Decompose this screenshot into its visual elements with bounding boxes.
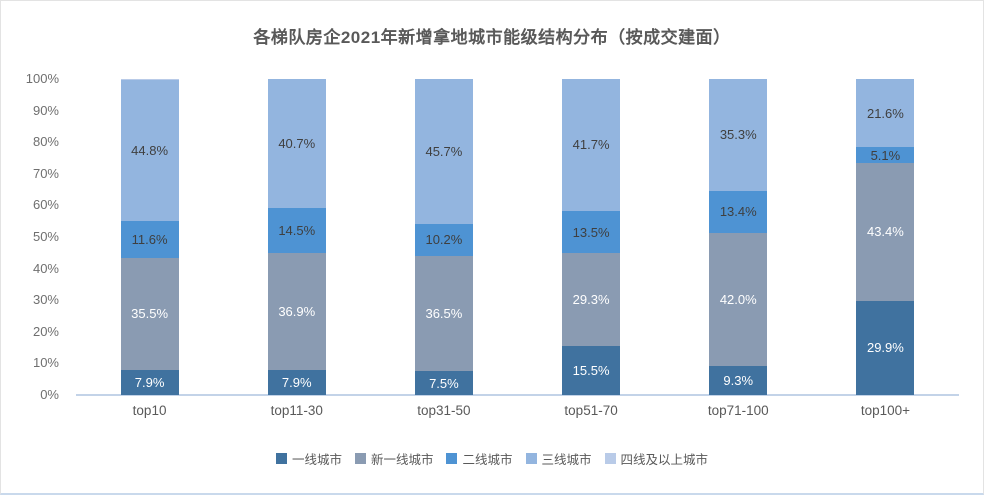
segment-top100+-series3: 5.1% <box>856 147 914 163</box>
segment-top11-30-series2: 36.9% <box>268 253 326 370</box>
segment-top100+-series1: 29.9% <box>856 301 914 395</box>
bar-top51-70: 15.5%29.3%13.5%41.7% <box>562 79 620 395</box>
segment-top11-30-series1: 7.9% <box>268 370 326 395</box>
bar-top31-50: 7.5%36.5%10.2%45.7% <box>415 79 473 395</box>
y-tick-70: 70% <box>1 166 59 182</box>
segment-top51-70-series1: 15.5% <box>562 346 620 395</box>
legend: 一线城市 新一线城市 二线城市 三线城市 四线及以上城市 <box>1 449 983 468</box>
segment-top31-50-series2: 36.5% <box>415 256 473 371</box>
legend-label: 四线及以上城市 <box>621 449 709 468</box>
x-tick-top51-70: top51-70 <box>531 403 651 418</box>
legend-item-series5: 四线及以上城市 <box>605 449 709 468</box>
legend-swatch-icon <box>276 453 287 464</box>
segment-top51-70-series4: 41.7% <box>562 79 620 211</box>
x-axis-labels: top10 top11-30 top31-50 top51-70 top71-100 to… <box>76 403 959 423</box>
legend-swatch-icon <box>526 453 537 464</box>
x-tick-top31-50: top31-50 <box>384 403 504 418</box>
y-axis: 0%10%20%30%40%50%60%70%80%90%100% <box>1 79 65 395</box>
x-tick-top71-100: top71-100 <box>678 403 798 418</box>
segment-top71-100-series4: 35.3% <box>709 79 767 191</box>
segment-top10-series1: 7.9% <box>121 370 179 395</box>
legend-item-series4: 三线城市 <box>526 449 592 468</box>
segment-top100+-series2: 43.4% <box>856 163 914 300</box>
y-tick-0: 0% <box>1 387 59 403</box>
legend-label: 三线城市 <box>542 449 592 468</box>
bar-top71-100: 9.3%42.0%13.4%35.3% <box>709 79 767 395</box>
y-tick-10: 10% <box>1 355 59 371</box>
y-tick-20: 20% <box>1 324 59 340</box>
x-axis-line <box>76 394 959 396</box>
segment-top31-50-series1: 7.5% <box>415 371 473 395</box>
segment-top71-100-series2: 42.0% <box>709 233 767 366</box>
x-tick-top11-30: top11-30 <box>237 403 357 418</box>
segment-top10-series4: 44.8% <box>121 80 179 222</box>
legend-label: 二线城市 <box>462 449 512 468</box>
segment-top71-100-series3: 13.4% <box>709 191 767 233</box>
segment-top31-50-series4: 45.7% <box>415 79 473 223</box>
bar-top11-30: 7.9%36.9%14.5%40.7% <box>268 79 326 395</box>
bar-top10: 7.9%35.5%11.6%44.8% <box>121 79 179 395</box>
legend-label: 一线城市 <box>292 449 342 468</box>
segment-top10-series2: 35.5% <box>121 258 179 370</box>
segment-top71-100-series1: 9.3% <box>709 366 767 395</box>
y-tick-50: 50% <box>1 229 59 245</box>
segment-top51-70-series3: 13.5% <box>562 211 620 254</box>
legend-swatch-icon <box>605 453 616 464</box>
chart-title: 各梯队房企2021年新增拿地城市能级结构分布（按成交建面） <box>1 23 983 48</box>
legend-item-series3: 二线城市 <box>446 449 512 468</box>
x-tick-top100+: top100+ <box>825 403 945 418</box>
y-tick-100: 100% <box>1 71 59 87</box>
plot-area: 7.9%35.5%11.6%44.8%7.9%36.9%14.5%40.7%7.… <box>76 79 959 395</box>
y-tick-80: 80% <box>1 134 59 150</box>
legend-item-series2: 新一线城市 <box>355 449 434 468</box>
segment-top51-70-series2: 29.3% <box>562 253 620 346</box>
segment-top10-series3: 11.6% <box>121 221 179 258</box>
segment-top31-50-series3: 10.2% <box>415 224 473 256</box>
legend-item-series1: 一线城市 <box>276 449 342 468</box>
segment-top11-30-series3: 14.5% <box>268 208 326 254</box>
bar-top100+: 29.9%43.4%5.1%21.6% <box>856 79 914 395</box>
legend-label: 新一线城市 <box>371 449 434 468</box>
y-tick-30: 30% <box>1 292 59 308</box>
legend-swatch-icon <box>446 453 457 464</box>
segment-top100+-series4: 21.6% <box>856 79 914 147</box>
y-tick-60: 60% <box>1 197 59 213</box>
x-tick-top10: top10 <box>90 403 210 418</box>
legend-swatch-icon <box>355 453 366 464</box>
y-tick-40: 40% <box>1 261 59 277</box>
y-tick-90: 90% <box>1 103 59 119</box>
segment-top11-30-series4: 40.7% <box>268 79 326 208</box>
